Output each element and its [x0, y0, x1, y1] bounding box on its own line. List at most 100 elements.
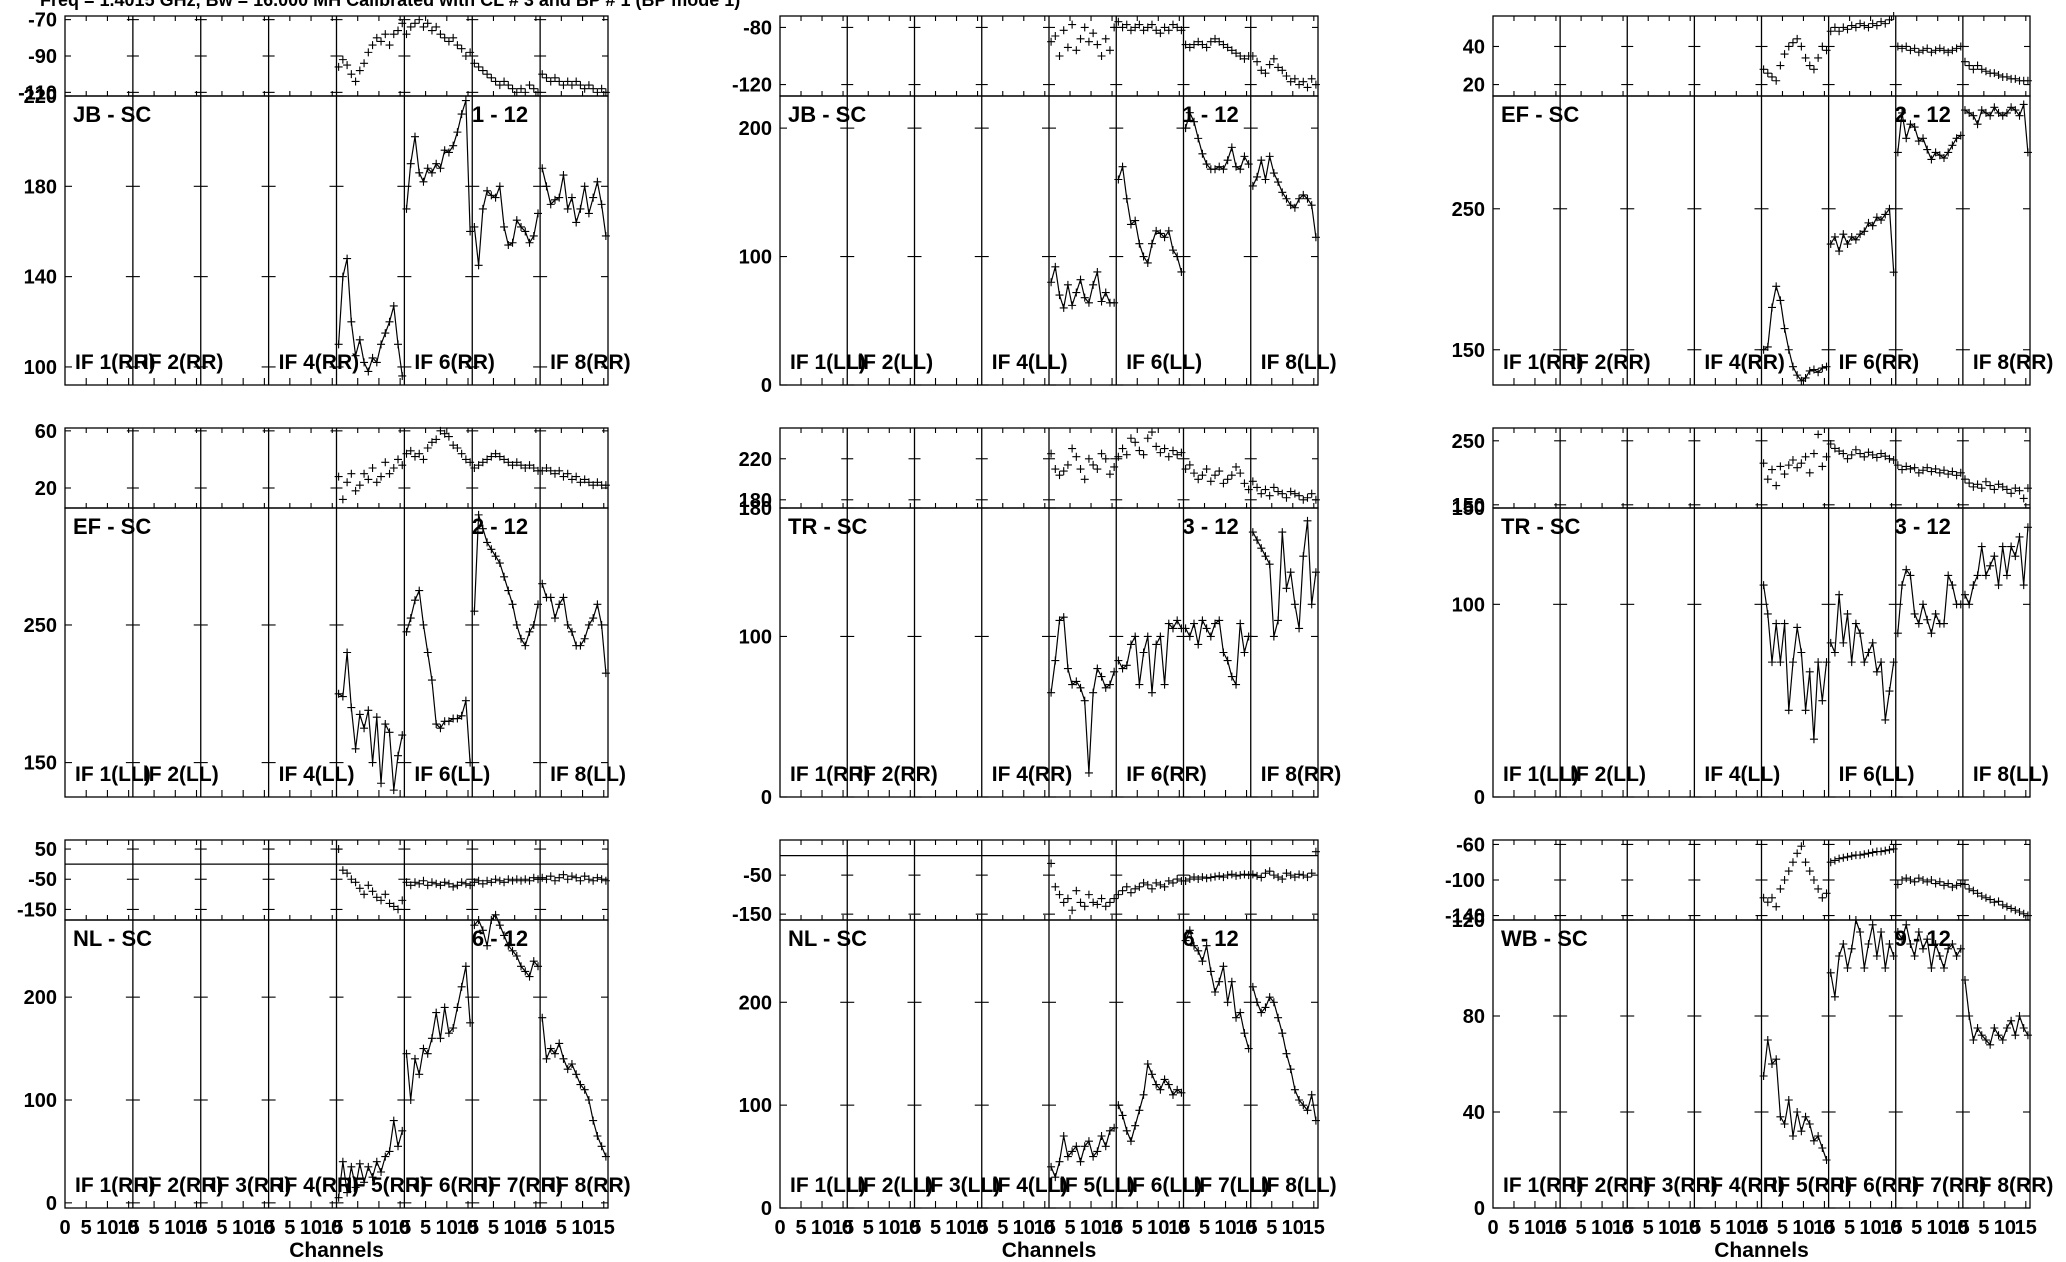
x-tick-label: 10 — [1147, 1217, 1169, 1239]
phase-point — [1776, 884, 1785, 893]
amplitude-point — [1101, 683, 1110, 692]
phase-point — [1257, 66, 1266, 75]
phase-point — [1093, 465, 1102, 474]
phase-point — [415, 15, 424, 24]
amplitude-trace — [405, 100, 471, 232]
phase-point — [1295, 80, 1304, 89]
phase-point — [1173, 450, 1182, 459]
phase-point — [1206, 873, 1215, 882]
amplitude-point — [1877, 658, 1886, 667]
phase-point — [1261, 485, 1270, 494]
amplitude-point — [546, 1044, 555, 1053]
amplitude-point — [1772, 282, 1781, 291]
x-tick-label: 10 — [1591, 1217, 1613, 1239]
phase-tick-label: -90 — [28, 46, 57, 68]
amplitude-point — [1055, 291, 1064, 300]
phase-point — [1089, 460, 1098, 469]
phase-point — [377, 37, 386, 46]
amplitude-point — [1990, 1024, 1999, 1032]
amplitude-point — [1860, 964, 1869, 972]
amplitude-point — [444, 717, 453, 726]
phase-point — [449, 441, 458, 450]
amplitude-point — [1847, 658, 1856, 667]
phase-tick-label: 150 — [1452, 495, 1485, 517]
amplitude-tick-label: 250 — [24, 615, 57, 637]
x-tick-label: 15 — [1545, 1217, 1567, 1239]
amplitude-point — [1935, 151, 1944, 160]
phase-point — [1307, 869, 1316, 878]
phase-point — [1072, 886, 1081, 895]
x-tick-label: 0 — [1957, 1217, 1968, 1239]
amplitude-point — [546, 200, 555, 209]
amplitude-point — [1063, 280, 1072, 289]
phase-point — [1232, 462, 1241, 471]
phase-point — [364, 475, 373, 484]
phase-point — [355, 481, 364, 490]
phase-point — [1797, 842, 1806, 851]
x-tick-label: 0 — [1756, 1217, 1767, 1239]
phase-point — [1101, 902, 1110, 911]
amplitude-point — [402, 627, 411, 636]
amplitude-point — [1240, 152, 1249, 161]
phase-point — [1265, 867, 1274, 876]
amplitude-point — [432, 1008, 441, 1017]
amplitude-point — [470, 222, 479, 231]
phase-point — [559, 81, 568, 90]
phase-point — [1973, 889, 1982, 898]
phase-point — [478, 66, 487, 75]
phase-point — [347, 469, 356, 478]
phase-point — [1889, 844, 1898, 853]
amplitude-point — [1776, 1112, 1785, 1121]
phase-point — [1190, 469, 1199, 478]
amplitude-point — [1776, 296, 1785, 305]
x-tick-label: 0 — [1178, 1217, 1189, 1239]
x-tick-label: 0 — [1245, 1217, 1256, 1239]
phase-point — [1960, 880, 1969, 889]
if-label: IF 4(RR) — [279, 351, 360, 374]
amplitude-point — [1194, 134, 1203, 143]
amplitude-tick-label: 220 — [24, 86, 57, 108]
amplitude-point — [593, 600, 602, 609]
amplitude-trace — [1050, 1127, 1115, 1179]
phase-point — [1156, 448, 1165, 457]
antenna-pair-label: 3 - 12 — [1182, 514, 1238, 539]
phase-point — [1202, 43, 1211, 52]
amplitude-point — [1772, 619, 1781, 628]
phase-point — [1311, 80, 1320, 89]
amplitude-point — [1114, 1101, 1123, 1110]
phase-point — [2015, 908, 2024, 916]
amplitude-point — [1847, 944, 1856, 953]
figure-header: Freq = 1.4015 GHz, Bw = 16.000 MH Calibr… — [40, 0, 741, 10]
amplitude-point — [423, 648, 432, 657]
phase-point — [415, 879, 424, 888]
amplitude-point — [1898, 935, 1907, 944]
phase-point — [449, 33, 458, 42]
x-tick-label: 15 — [1235, 1217, 1257, 1239]
phase-point — [2011, 906, 2020, 915]
amplitude-point — [389, 786, 398, 795]
amplitude-point — [2002, 108, 2011, 117]
if-label: IF 2(RR) — [143, 1174, 224, 1197]
phase-point — [334, 472, 343, 481]
amplitude-point — [402, 1049, 411, 1058]
amplitude-point — [334, 689, 343, 698]
antenna-pair-label: 2 - 12 — [1895, 102, 1951, 127]
phase-point — [423, 444, 432, 452]
x-tick-label: 5 — [863, 1217, 874, 1239]
phase-point — [2002, 72, 2011, 81]
amplitude-point — [1994, 1031, 2003, 1040]
phase-point — [559, 870, 568, 879]
amplitude-trace — [1763, 286, 1827, 382]
amplitude-point — [521, 641, 530, 650]
phase-point — [1248, 870, 1257, 879]
x-tick-label: 10 — [232, 1217, 254, 1239]
amplitude-point — [555, 1039, 564, 1048]
phase-point — [1253, 483, 1262, 492]
phase-point — [1973, 61, 1982, 70]
if-label: IF 2(LL) — [857, 351, 933, 374]
amplitude-tick-label: 100 — [1452, 594, 1485, 616]
amplitude-point — [1944, 944, 1953, 953]
x-tick-label: 10 — [1013, 1217, 1035, 1239]
amplitude-point — [1843, 609, 1852, 618]
amplitude-point — [1156, 229, 1165, 238]
